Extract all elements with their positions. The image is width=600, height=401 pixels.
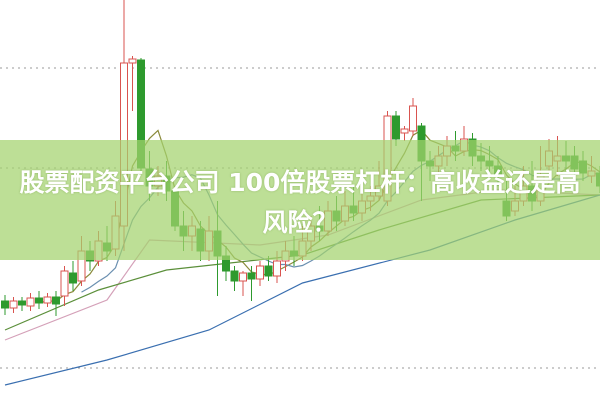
candle-up <box>128 58 137 64</box>
candle-up <box>239 272 247 282</box>
candle-down <box>392 115 400 140</box>
candle-up <box>273 260 281 277</box>
candle-up <box>43 296 52 304</box>
candle-up <box>26 297 35 307</box>
candle-down <box>264 265 273 277</box>
candle-down <box>247 272 256 280</box>
candle-up <box>9 300 18 309</box>
candle-down <box>18 300 26 306</box>
candle-up <box>409 105 417 132</box>
candle-down <box>35 297 43 304</box>
candle-up <box>400 128 409 134</box>
candle-up <box>256 265 264 280</box>
candle-down <box>52 296 60 305</box>
title-banner <box>0 140 600 260</box>
candle-up <box>60 270 69 297</box>
candle-down <box>69 272 77 284</box>
article-title: 股票配资平台公司 100倍股票杠杆：高收益还是高风险？ <box>19 168 581 237</box>
candle-down <box>230 270 239 282</box>
candle-down <box>1 300 9 309</box>
